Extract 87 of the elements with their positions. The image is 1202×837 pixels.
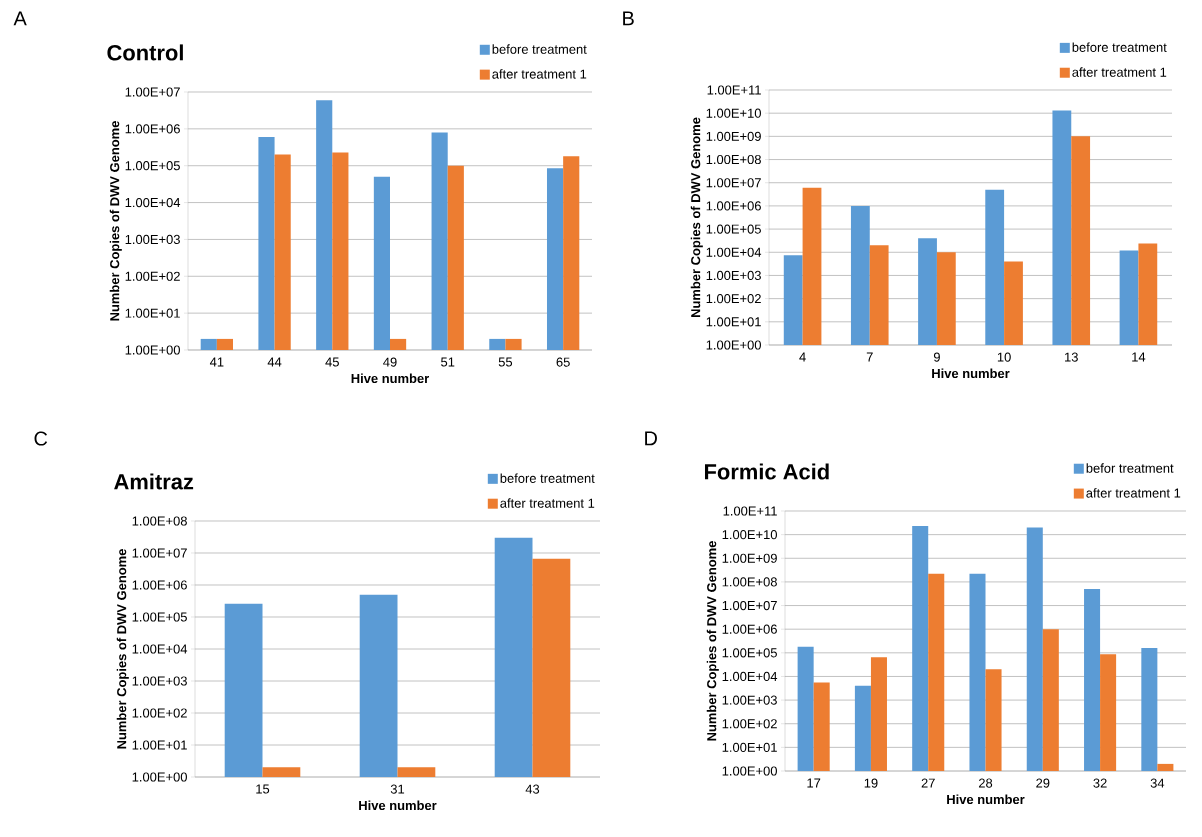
y-tick-label: 1.00E+00 <box>722 766 777 776</box>
legend-label: after treatment 1 <box>1072 67 1167 77</box>
y-tick-label: 1.00E+04 <box>722 671 778 682</box>
x-axis-title: Hive number <box>351 373 430 384</box>
chart-title: Control <box>107 44 183 61</box>
x-tick-label: 10 <box>997 352 1011 362</box>
y-tick-label: 1.00E+05 <box>125 161 180 171</box>
legend-label: before treatment <box>500 473 595 483</box>
y-tick-label: 1.00E+06 <box>125 124 180 134</box>
x-tick-label: 32 <box>1093 778 1107 788</box>
y-tick-label: 1.00E+01 <box>722 742 777 752</box>
y-tick-label: 1.00E+06 <box>706 201 761 211</box>
y-tick-label: 1.00E+07 <box>706 178 761 188</box>
legend-label: before treatment <box>492 44 587 54</box>
y-tick-label: 1.00E+02 <box>132 708 187 718</box>
y-tick-label: 1.00E+01 <box>132 740 187 750</box>
y-tick-label: 1.00E+04 <box>132 644 188 654</box>
text: C <box>34 431 48 446</box>
y-tick-label: 1.00E+03 <box>706 270 761 281</box>
x-tick-label: 29 <box>1036 778 1050 788</box>
x-tick-label: 44 <box>267 357 282 367</box>
y-tick-label: 1.00E+07 <box>132 548 187 558</box>
x-tick-label: 13 <box>1065 352 1078 362</box>
y-tick-label: 1.00E+06 <box>722 624 777 634</box>
y-axis-title: Number Copies of DWV Genome <box>109 121 122 321</box>
y-tick-label: 1.00E+10 <box>722 530 777 540</box>
y-tick-label: 1.00E+00 <box>706 340 761 350</box>
legend-label: after treatment 1 <box>492 69 587 79</box>
x-tick-label: 15 <box>256 784 270 794</box>
legend-label: after treatment 1 <box>1086 488 1181 498</box>
chart-title: Amitraz <box>114 473 194 490</box>
y-tick-label: 1.00E+02 <box>125 271 180 281</box>
legend-label: after treatment 1 <box>500 498 595 508</box>
y-tick-label: 1.00E+06 <box>132 580 187 590</box>
y-axis-title: Number Copies of DWV Genome <box>706 541 719 741</box>
x-tick-label: 7 <box>866 352 873 362</box>
x-tick-label: 17 <box>807 778 821 788</box>
y-axis-title: Number Copies of DWV Genome <box>690 117 703 318</box>
y-tick-label: 1.00E+10 <box>706 108 761 118</box>
y-tick-label: 1.00E+07 <box>125 87 180 97</box>
x-axis-title: Hive number <box>932 368 1010 379</box>
text: B <box>623 11 634 26</box>
y-tick-label: 1.00E+05 <box>722 648 777 658</box>
y-tick-label: 1.00E+02 <box>706 294 761 304</box>
x-tick-label: 55 <box>498 357 513 367</box>
y-tick-label: 1.00E+00 <box>125 345 180 355</box>
y-tick-label: 1.00E+09 <box>722 553 777 563</box>
legend-label: befor treatment <box>1086 463 1174 473</box>
y-tick-label: 1.00E+04 <box>125 197 181 208</box>
x-axis-title: Hive number <box>947 794 1025 805</box>
x-tick-label: 28 <box>978 778 993 788</box>
y-tick-label: 1.00E+09 <box>706 131 761 141</box>
y-tick-label: 1.00E+05 <box>132 612 187 622</box>
y-tick-label: 1.00E+11 <box>707 85 761 95</box>
text: A <box>13 11 27 26</box>
legend-label: before treatment <box>1072 42 1167 52</box>
x-axis-title: Hive number <box>359 800 437 811</box>
y-tick-label: 1.00E+08 <box>132 516 187 526</box>
y-tick-label: 1.00E+04 <box>706 247 762 257</box>
x-tick-label: 31 <box>390 784 405 794</box>
y-tick-label: 1.00E+05 <box>706 224 761 234</box>
y-tick-label: 1.00E+11 <box>723 506 777 516</box>
y-tick-label: 1.00E+03 <box>125 234 180 245</box>
y-tick-label: 1.00E+01 <box>125 308 180 318</box>
text: D <box>645 431 657 446</box>
y-tick-label: 1.00E+08 <box>706 154 761 165</box>
y-tick-label: 1.00E+02 <box>722 719 777 729</box>
y-tick-label: 1.00E+03 <box>722 695 777 705</box>
x-tick-label: 9 <box>933 352 940 362</box>
x-tick-label: 41 <box>209 357 224 367</box>
x-tick-label: 27 <box>921 778 935 788</box>
x-tick-label: 65 <box>556 357 570 367</box>
x-tick-label: 19 <box>864 778 878 788</box>
y-axis-title: Number Copies of DWV Genome <box>116 549 129 749</box>
x-tick-label: 4 <box>799 352 806 362</box>
y-tick-label: 1.00E+07 <box>722 600 777 611</box>
x-tick-label: 43 <box>525 784 540 794</box>
x-tick-label: 51 <box>441 357 455 367</box>
chart-title: Formic Acid <box>705 463 829 480</box>
y-tick-label: 1.00E+00 <box>132 772 187 782</box>
x-tick-label: 49 <box>383 357 397 367</box>
y-tick-label: 1.00E+08 <box>722 577 777 587</box>
y-tick-label: 1.00E+03 <box>132 676 187 686</box>
x-tick-label: 45 <box>325 357 339 367</box>
x-tick-label: 14 <box>1132 352 1146 362</box>
y-tick-label: 1.00E+01 <box>706 317 761 327</box>
x-tick-label: 34 <box>1150 778 1165 788</box>
